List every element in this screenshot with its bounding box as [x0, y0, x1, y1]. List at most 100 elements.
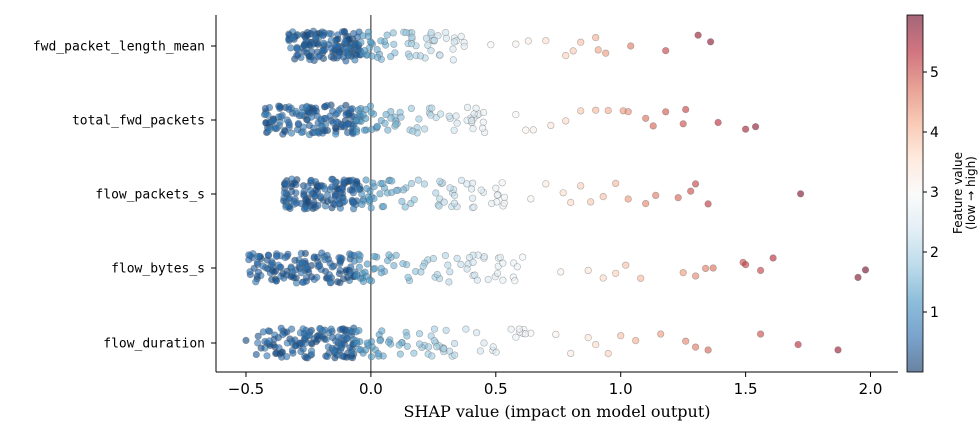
shap-point: [328, 183, 336, 191]
shap-point: [440, 345, 448, 353]
shap-point: [552, 330, 560, 339]
shap-point: [492, 184, 500, 192]
shap-point: [264, 251, 272, 259]
shap-point: [268, 117, 277, 125]
shap-point: [340, 27, 349, 36]
shap-point: [403, 342, 411, 350]
shap-point: [432, 189, 440, 197]
shap-point: [331, 178, 340, 186]
shap-point: [353, 339, 361, 348]
shap-point: [562, 51, 570, 60]
shap-point: [587, 198, 595, 206]
shap-point: [463, 103, 472, 111]
shap-point: [376, 190, 384, 198]
shap-point: [460, 42, 468, 50]
shap-point: [280, 189, 289, 197]
shap-point: [325, 271, 334, 279]
shap-point: [662, 47, 670, 55]
shap-point: [358, 190, 366, 198]
shap-point: [427, 111, 435, 119]
shap-point: [316, 324, 324, 333]
colorbar: 1 2 3 4 5 Feature value (low → high): [906, 14, 978, 373]
x-tick-label: −0.5: [228, 380, 264, 398]
shap-point: [861, 266, 870, 274]
shap-point: [612, 269, 620, 277]
shap-point: [794, 341, 802, 349]
shap-point: [306, 41, 314, 49]
shap-point: [254, 339, 262, 347]
shap-point: [272, 252, 281, 260]
shap-point: [264, 265, 272, 273]
shap-point: [389, 29, 397, 37]
shap-point: [263, 352, 271, 360]
shap-point: [288, 346, 297, 355]
shap-point: [388, 177, 396, 185]
shap-point: [367, 204, 375, 212]
shap-point: [346, 344, 354, 352]
colorbar-tick-label: 3: [930, 185, 939, 201]
shap-point: [337, 104, 345, 112]
shap-point: [331, 354, 339, 362]
shap-point: [272, 267, 280, 275]
shap-point: [756, 266, 765, 275]
shap-point: [480, 339, 488, 347]
shap-point: [704, 200, 712, 208]
shap-point: [521, 330, 530, 338]
shap-point: [382, 110, 390, 119]
shap-point: [362, 105, 370, 113]
shap-point: [422, 34, 431, 42]
shap-point: [796, 190, 805, 198]
shap-point: [242, 336, 250, 345]
shap-point: [384, 126, 392, 134]
shap-point: [406, 53, 414, 61]
shap-point: [414, 176, 422, 184]
shap-point: [328, 333, 337, 342]
shap-point: [425, 343, 433, 351]
shap-point: [294, 119, 303, 128]
shap-point: [444, 261, 452, 269]
colorbar-label-line2: (low → high): [964, 156, 978, 230]
shap-point: [350, 205, 358, 213]
shap-point: [355, 327, 363, 335]
shap-point: [624, 108, 632, 116]
shap-point: [279, 130, 287, 138]
shap-point: [499, 276, 507, 284]
shap-point: [622, 261, 630, 269]
shap-point: [451, 192, 459, 200]
shap-point: [342, 101, 350, 109]
shap-point: [290, 179, 299, 187]
shap-point: [299, 278, 308, 286]
shap-point: [363, 185, 371, 193]
shap-point: [487, 41, 495, 49]
shap-point: [385, 251, 393, 259]
shap-point: [300, 191, 308, 200]
shap-point: [415, 330, 424, 338]
shap-point: [316, 52, 324, 60]
shap-point: [359, 111, 367, 119]
shap-point: [379, 179, 387, 188]
shap-point: [854, 273, 862, 282]
shap-point: [567, 349, 575, 358]
shap-point: [307, 113, 316, 121]
shap-point: [353, 117, 361, 125]
shap-point: [602, 49, 610, 57]
x-tick-label: 0.5: [484, 380, 508, 398]
shap-point: [512, 333, 520, 341]
x-tick-label: 1.5: [734, 380, 758, 398]
shap-point: [442, 326, 450, 334]
shap-point: [390, 40, 398, 48]
colorbar-tick-label: 4: [930, 125, 939, 141]
shap-point: [254, 252, 262, 260]
shap-point: [417, 268, 425, 276]
shap-point: [522, 126, 530, 134]
shap-point: [282, 180, 291, 188]
shap-point: [408, 33, 416, 41]
shap-point: [343, 353, 351, 361]
shap-point: [450, 126, 458, 134]
shap-point: [367, 108, 375, 116]
shap-point: [577, 182, 585, 190]
shap-point: [416, 52, 425, 60]
shap-point: [301, 204, 309, 212]
shap-point: [512, 110, 520, 119]
shap-point: [469, 258, 477, 266]
